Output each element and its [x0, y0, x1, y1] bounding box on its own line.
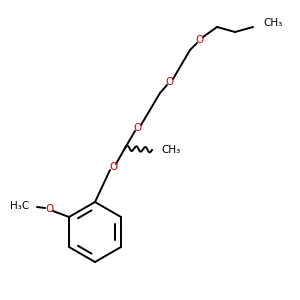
Text: H₃C: H₃C — [10, 201, 29, 211]
Text: CH₃: CH₃ — [161, 145, 180, 155]
Text: O: O — [45, 204, 53, 214]
Text: O: O — [196, 35, 204, 45]
Text: O: O — [134, 123, 142, 133]
Text: CH₃: CH₃ — [263, 18, 282, 28]
Text: O: O — [109, 162, 117, 172]
Text: O: O — [166, 77, 174, 87]
